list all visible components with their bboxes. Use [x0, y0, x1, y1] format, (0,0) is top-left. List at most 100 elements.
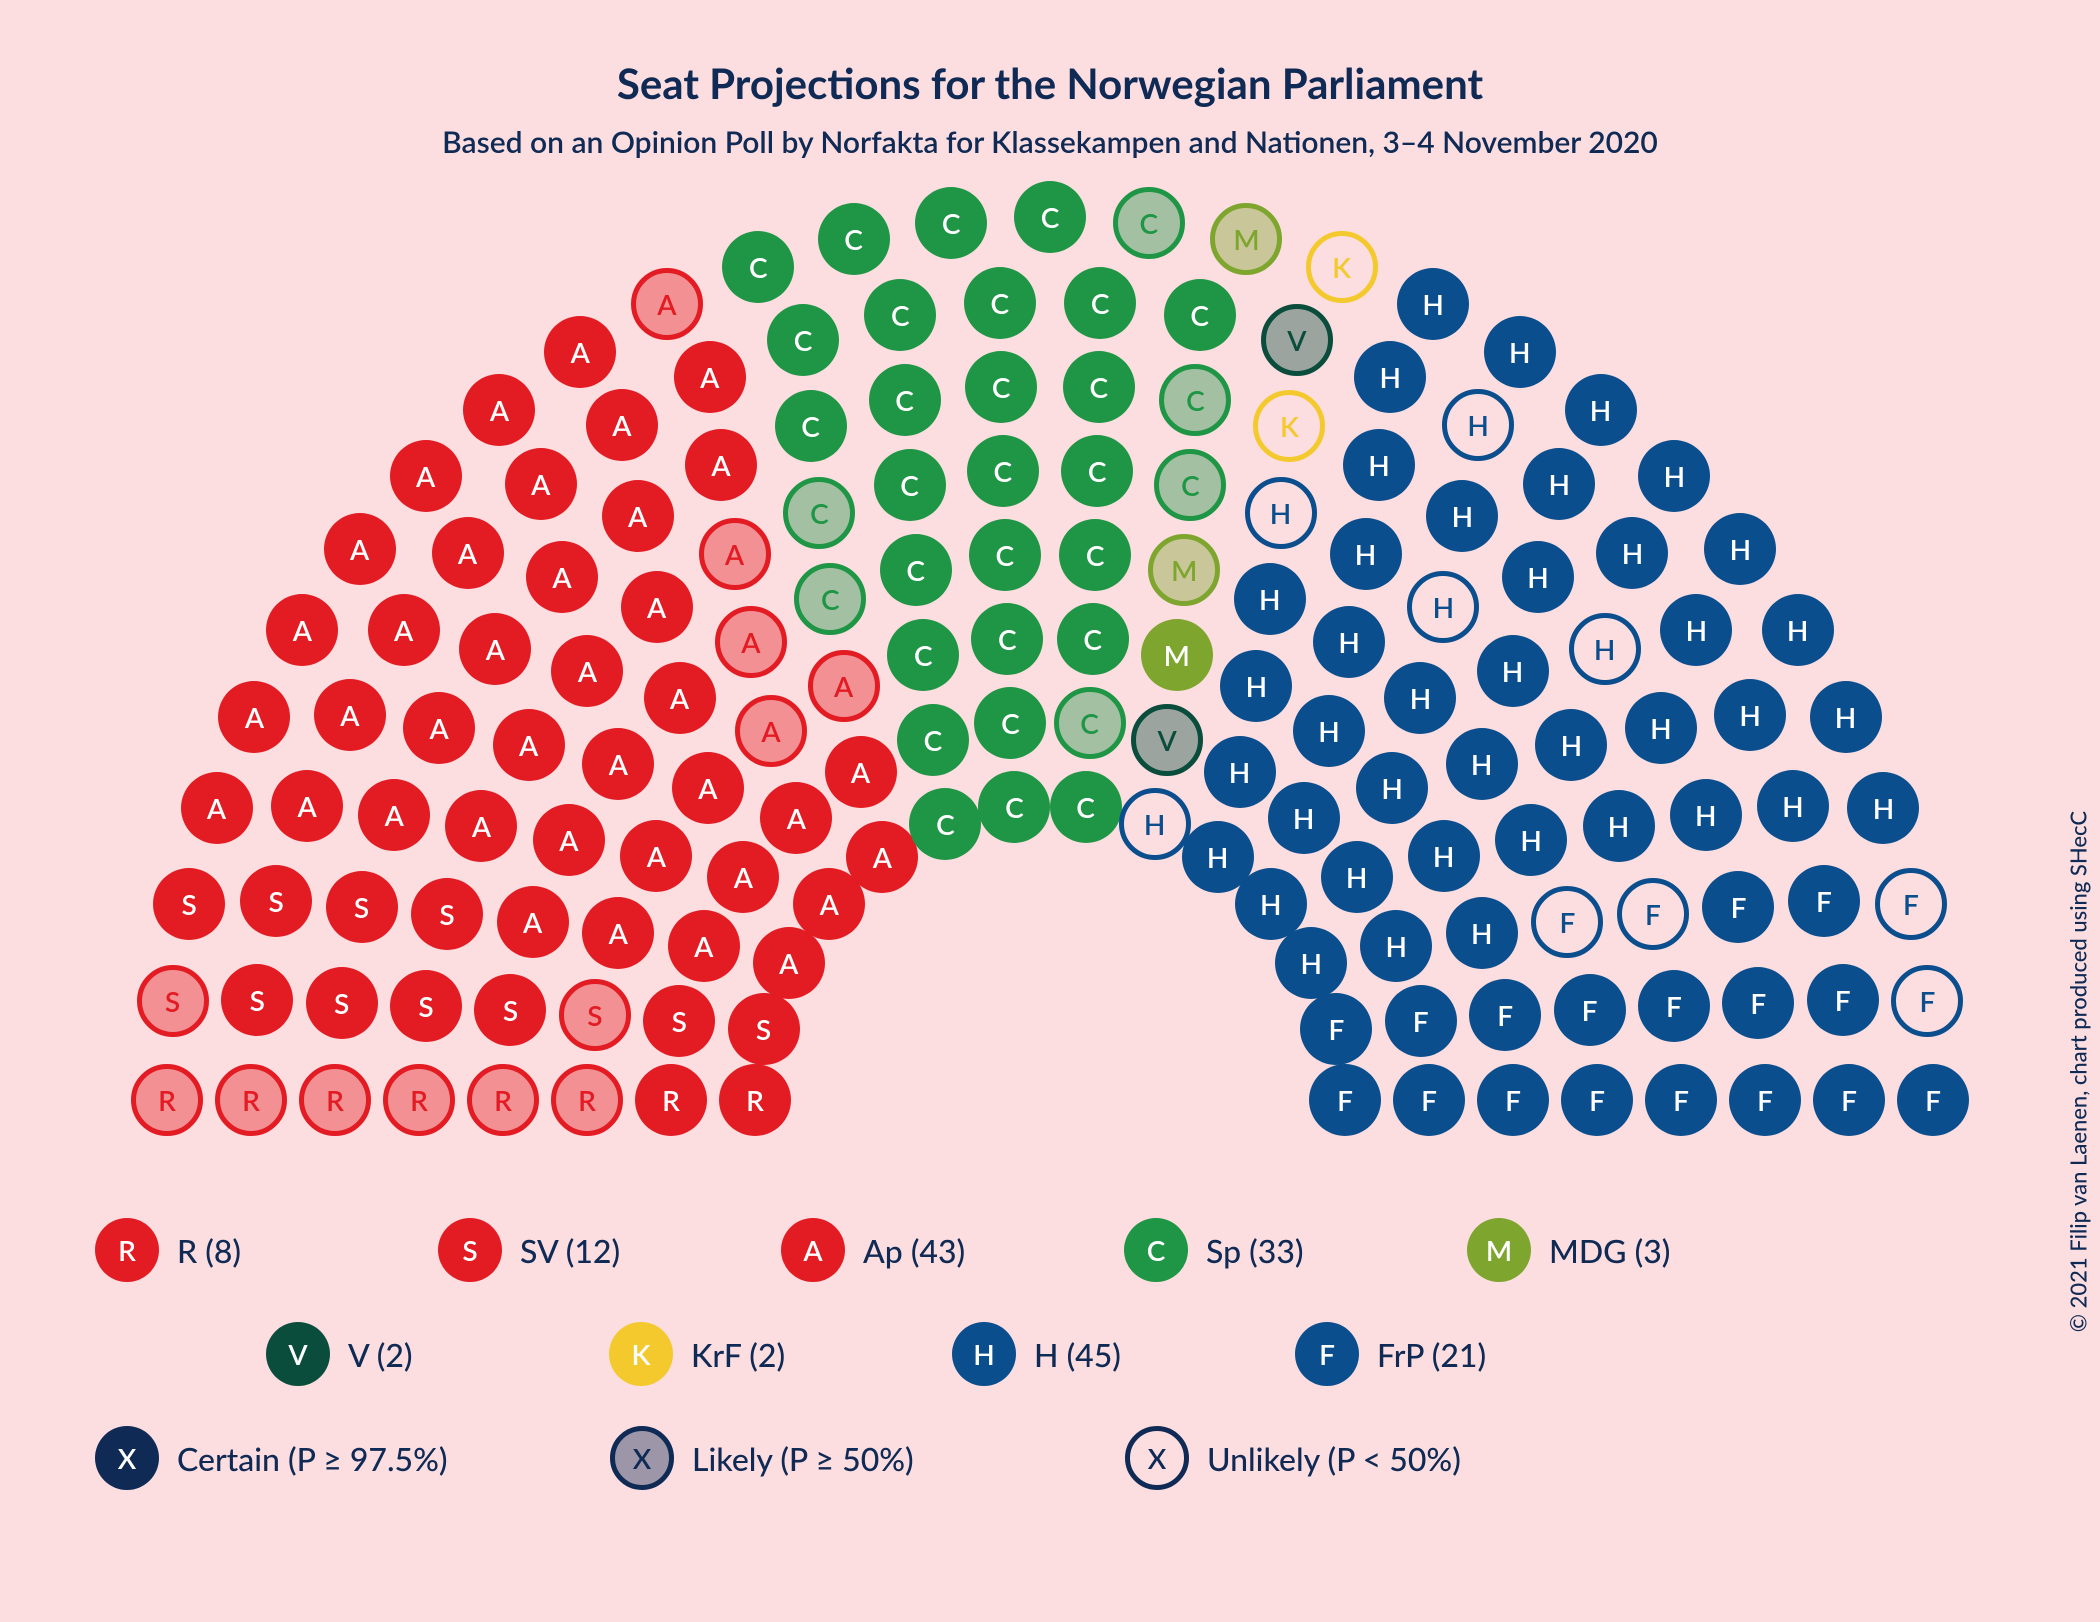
seat-sp: C	[880, 534, 952, 606]
seat-ap: A	[432, 517, 504, 589]
legend-label: Likely (P ≥ 50%)	[692, 1439, 914, 1478]
seat-sp: C	[1059, 519, 1131, 591]
seat-sv: S	[153, 868, 225, 940]
legend-circle: R	[95, 1218, 159, 1282]
seat-frp: F	[1531, 886, 1603, 958]
seat-ap: A	[493, 709, 565, 781]
seat-frp: F	[1722, 967, 1794, 1039]
seat-h: H	[1762, 594, 1834, 666]
seat-sp: C	[864, 279, 936, 351]
seat-ap: A	[497, 886, 569, 958]
seat-ap: A	[505, 448, 577, 520]
seat-h: H	[1638, 440, 1710, 512]
seat-frp: F	[1729, 1064, 1801, 1136]
seat-h: H	[1360, 910, 1432, 982]
seat-ap: A	[602, 480, 674, 552]
seat-sp: C	[1054, 687, 1126, 759]
seat-h: H	[1670, 779, 1742, 851]
legend-label: Certain (P ≥ 97.5%)	[177, 1439, 447, 1478]
seat-h: H	[1426, 480, 1498, 552]
seat-h: H	[1477, 635, 1549, 707]
legend-item: K KrF (2)	[609, 1322, 785, 1386]
seat-krf: K	[1253, 390, 1325, 462]
seat-sp: C	[969, 519, 1041, 591]
seat-ap: A	[620, 820, 692, 892]
seat-v: V	[1261, 304, 1333, 376]
seat-sp: C	[1063, 351, 1135, 423]
legend-item: HH (45)	[952, 1322, 1121, 1386]
seat-sp: C	[1061, 435, 1133, 507]
seat-sp: C	[1159, 364, 1231, 436]
seat-h: H	[1343, 429, 1415, 501]
seat-sp: C	[818, 203, 890, 275]
seat-ap: A	[314, 679, 386, 751]
seat-frp: F	[1788, 865, 1860, 937]
seat-ap: A	[463, 374, 535, 446]
legend-circle: F	[1295, 1322, 1359, 1386]
legend-label: Sp (33)	[1206, 1231, 1304, 1270]
seat-h: H	[1384, 662, 1456, 734]
legend-circle: A	[781, 1218, 845, 1282]
legend-label: Unlikely (P < 50%)	[1207, 1439, 1461, 1478]
seat-frp: F	[1645, 1064, 1717, 1136]
legend-item: FFrP (21)	[1295, 1322, 1486, 1386]
legend-circle: X	[95, 1426, 159, 1490]
seat-ap: A	[551, 635, 623, 707]
seat-h: H	[1810, 681, 1882, 753]
seat-sv: S	[137, 965, 209, 1037]
page-root: Seat Projections for the Norwegian Parli…	[0, 0, 2100, 1622]
legend-circle: V	[266, 1322, 330, 1386]
seat-ap: A	[586, 389, 658, 461]
seat-frp: F	[1875, 868, 1947, 940]
credit-line: © 2021 Filip van Laenen, chart produced …	[2065, 811, 2092, 1332]
seat-frp: F	[1561, 1064, 1633, 1136]
legend-item: XLikely (P ≥ 50%)	[610, 1426, 914, 1490]
page-title: Seat Projections for the Norwegian Parli…	[0, 58, 2100, 108]
seat-frp: F	[1309, 1064, 1381, 1136]
seat-sv: S	[643, 985, 715, 1057]
seat-h: H	[1275, 927, 1347, 999]
seat-frp: F	[1385, 985, 1457, 1057]
seat-ap: A	[526, 541, 598, 613]
seat-sp: C	[897, 704, 969, 776]
legend-label: KrF (2)	[691, 1335, 785, 1374]
seat-sv: S	[326, 871, 398, 943]
seat-frp: F	[1638, 970, 1710, 1042]
legend-circle: C	[1124, 1218, 1188, 1282]
seat-ap: A	[674, 341, 746, 413]
seat-frp: F	[1393, 1064, 1465, 1136]
seat-r: R	[383, 1064, 455, 1136]
seat-sp: C	[722, 231, 794, 303]
seat-ap: A	[445, 790, 517, 862]
seat-sp: C	[909, 788, 981, 860]
seat-h: H	[1446, 897, 1518, 969]
seat-h: H	[1407, 571, 1479, 643]
seat-mdg: M	[1141, 619, 1213, 691]
legend-circle: K	[609, 1322, 673, 1386]
seat-ap: A	[358, 779, 430, 851]
seat-h: H	[1565, 374, 1637, 446]
seat-h: H	[1321, 841, 1393, 913]
seat-h: H	[1442, 389, 1514, 461]
seat-ap: A	[533, 804, 605, 876]
seat-ap: A	[760, 782, 832, 854]
legend-label: SV (12)	[520, 1231, 620, 1270]
seat-sp: C	[775, 390, 847, 462]
seat-sp: C	[874, 449, 946, 521]
seat-ap: A	[715, 606, 787, 678]
page-subtitle: Based on an Opinion Poll by Norfakta for…	[0, 124, 2100, 160]
seat-ap: A	[181, 772, 253, 844]
seat-sp: C	[971, 603, 1043, 675]
seat-h: H	[1596, 517, 1668, 589]
seat-ap: A	[582, 897, 654, 969]
seat-ap: A	[621, 571, 693, 643]
seat-frp: F	[1469, 979, 1541, 1051]
seat-v: V	[1131, 704, 1203, 776]
seat-ap: A	[699, 518, 771, 590]
seat-h: H	[1220, 650, 1292, 722]
seat-frp: F	[1617, 878, 1689, 950]
seat-ap: A	[668, 910, 740, 982]
seat-frp: F	[1702, 871, 1774, 943]
legend-item: VV (2)	[266, 1322, 413, 1386]
seat-ap: A	[825, 736, 897, 808]
